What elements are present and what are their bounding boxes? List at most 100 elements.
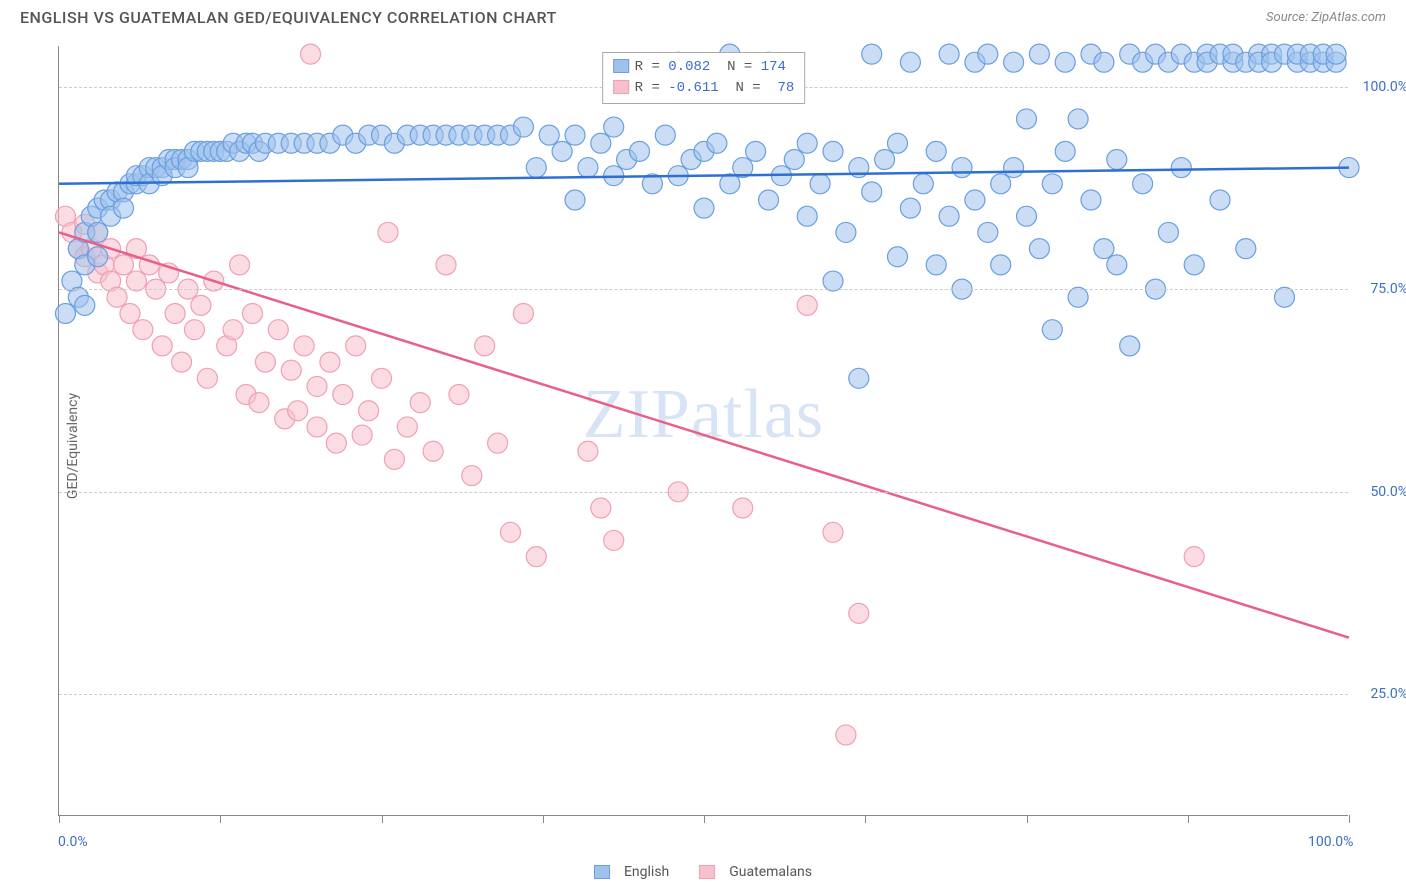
r-value: 0.082 bbox=[668, 59, 710, 75]
legend-label: English bbox=[624, 864, 669, 880]
data-point bbox=[249, 393, 269, 413]
data-point bbox=[410, 393, 430, 413]
x-tick bbox=[382, 815, 383, 823]
data-point bbox=[991, 174, 1011, 194]
chart-header: ENGLISH VS GUATEMALAN GED/EQUIVALENCY CO… bbox=[0, 0, 1406, 31]
legend-item: Guatemalans bbox=[699, 864, 812, 880]
data-point bbox=[797, 206, 817, 226]
data-point bbox=[501, 522, 521, 542]
data-point bbox=[1017, 206, 1037, 226]
data-point bbox=[926, 255, 946, 275]
data-point bbox=[1017, 109, 1037, 129]
data-point bbox=[449, 385, 469, 405]
data-point bbox=[707, 133, 727, 153]
data-point bbox=[120, 303, 140, 323]
data-point bbox=[488, 433, 508, 453]
data-point bbox=[733, 498, 753, 518]
data-point bbox=[1094, 52, 1114, 72]
data-point bbox=[913, 174, 933, 194]
data-point bbox=[578, 158, 598, 178]
data-point bbox=[720, 174, 740, 194]
data-point bbox=[333, 385, 353, 405]
legend-swatch bbox=[613, 80, 629, 94]
x-tick bbox=[220, 815, 221, 823]
data-point bbox=[862, 44, 882, 64]
data-point bbox=[423, 441, 443, 461]
x-tick bbox=[865, 815, 866, 823]
data-point bbox=[114, 255, 134, 275]
data-point bbox=[526, 158, 546, 178]
data-point bbox=[133, 320, 153, 340]
data-point bbox=[1029, 239, 1049, 259]
data-point bbox=[952, 158, 972, 178]
y-tick-label: 100.0% bbox=[1363, 79, 1406, 95]
data-point bbox=[1184, 547, 1204, 567]
data-point bbox=[1184, 255, 1204, 275]
legend-swatch bbox=[594, 865, 610, 879]
legend-row: R = -0.611 N = 78 bbox=[613, 78, 795, 99]
data-point bbox=[900, 198, 920, 218]
n-value: 78 bbox=[778, 80, 795, 96]
data-point bbox=[126, 271, 146, 291]
data-point bbox=[1081, 190, 1101, 210]
data-point bbox=[462, 466, 482, 486]
chart-title: ENGLISH VS GUATEMALAN GED/EQUIVALENCY CO… bbox=[20, 8, 557, 27]
y-tick-label: 75.0% bbox=[1370, 281, 1406, 297]
n-value: 174 bbox=[761, 59, 786, 75]
data-point bbox=[165, 303, 185, 323]
data-point bbox=[759, 190, 779, 210]
data-point bbox=[1068, 109, 1088, 129]
data-point bbox=[655, 125, 675, 145]
grid-line bbox=[59, 694, 1348, 695]
data-point bbox=[926, 141, 946, 161]
data-point bbox=[1107, 149, 1127, 169]
data-point bbox=[1133, 174, 1153, 194]
data-point bbox=[1004, 52, 1024, 72]
data-point bbox=[1236, 239, 1256, 259]
data-point bbox=[114, 198, 134, 218]
data-point bbox=[378, 222, 398, 242]
x-tick-label: 100.0% bbox=[1308, 834, 1353, 850]
x-tick bbox=[704, 815, 705, 823]
data-point bbox=[513, 303, 533, 323]
data-point bbox=[578, 441, 598, 461]
data-point bbox=[172, 352, 192, 372]
data-point bbox=[372, 368, 392, 388]
data-point bbox=[784, 149, 804, 169]
y-tick-label: 25.0% bbox=[1370, 686, 1406, 702]
data-point bbox=[978, 222, 998, 242]
data-point bbox=[1068, 287, 1088, 307]
data-point bbox=[604, 117, 624, 137]
data-point bbox=[1158, 222, 1178, 242]
correlation-legend: R = 0.082 N = 174R = -0.611 N = 78 bbox=[602, 52, 806, 104]
data-point bbox=[630, 141, 650, 161]
data-point bbox=[939, 206, 959, 226]
data-point bbox=[836, 725, 856, 745]
y-tick-label: 50.0% bbox=[1370, 484, 1406, 500]
data-point bbox=[1171, 158, 1191, 178]
data-point bbox=[384, 449, 404, 469]
data-point bbox=[1042, 174, 1062, 194]
legend-swatch bbox=[613, 59, 629, 73]
data-point bbox=[55, 303, 75, 323]
data-point bbox=[268, 320, 288, 340]
data-point bbox=[288, 401, 308, 421]
data-point bbox=[900, 52, 920, 72]
data-point bbox=[107, 287, 127, 307]
data-point bbox=[513, 117, 533, 137]
data-point bbox=[978, 44, 998, 64]
legend-label: Guatemalans bbox=[729, 864, 812, 880]
data-point bbox=[539, 125, 559, 145]
data-point bbox=[991, 255, 1011, 275]
data-point bbox=[565, 190, 585, 210]
x-tick-label: 0.0% bbox=[58, 834, 88, 850]
data-point bbox=[320, 352, 340, 372]
source-label: Source: ZipAtlas.com bbox=[1266, 10, 1386, 25]
data-point bbox=[359, 401, 379, 421]
data-point bbox=[230, 255, 250, 275]
data-point bbox=[281, 360, 301, 380]
legend-swatch bbox=[699, 865, 715, 879]
data-point bbox=[294, 336, 314, 356]
data-point bbox=[875, 149, 895, 169]
data-point bbox=[746, 141, 766, 161]
